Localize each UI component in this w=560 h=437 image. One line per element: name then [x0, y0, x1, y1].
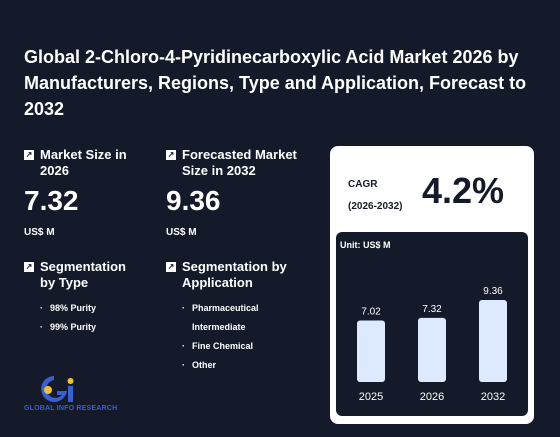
list-item: · 98% Purity: [40, 303, 97, 313]
list-item: · Other: [182, 360, 217, 370]
x-tick-label: 2026: [420, 391, 444, 403]
trend-arrow-icon: ↗: [166, 262, 176, 272]
bar-value-label: 7.32: [422, 304, 442, 315]
forecast-size-label: Forecasted Market Size in 2032: [182, 147, 297, 178]
bar-value-label: 7.02: [361, 307, 381, 318]
list-item: · Pharmaceutical Intermediate: [182, 303, 259, 332]
forecast-size-stat: ↗ Forecasted Market Size in 2032 9.36 US…: [166, 147, 312, 238]
bar-chart-svg: 7.02 2025 7.32 2026 9.36 2032: [357, 286, 507, 403]
bar-chart: Unit: US$ M 7.02 2025 7.32 2026 9.36 2032: [336, 232, 528, 416]
cagr-card: CAGR (2026-2032) 4.2% Unit: US$ M 7.02 20…: [330, 146, 534, 424]
x-tick-label: 2025: [359, 391, 383, 403]
trend-arrow-icon: ↗: [24, 150, 34, 160]
trend-arrow-icon: ↗: [166, 150, 176, 160]
list-item: · Fine Chemical: [182, 341, 254, 351]
segmentation-application: ↗ Segmentation by Application · Pharmaceu…: [166, 259, 292, 375]
logo-text: GLOBAL INFO RESEARCH: [24, 405, 118, 412]
segmentation-type: ↗ Segmentation by Type · 98% Purity · 99% …: [24, 259, 140, 337]
logo: GLOBAL INFO RESEARCH: [24, 372, 144, 418]
logo-mark-icon: [41, 376, 74, 402]
forecast-size-unit: US$ M: [166, 227, 197, 238]
market-size-label: Market Size in 2026: [40, 147, 127, 178]
trend-arrow-icon: ↗: [24, 262, 34, 272]
bar-2025: [357, 320, 385, 382]
segmentation-type-list: · 98% Purity · 99% Purity: [40, 299, 140, 337]
x-tick-label: 2032: [481, 391, 505, 403]
bar-2032: [479, 300, 507, 382]
cagr-value: 4.2%: [422, 170, 505, 211]
segmentation-type-label: Segmentation by Type: [40, 259, 126, 290]
segmentation-application-list: · Pharmaceutical Intermediate · Fine Chemi…: [182, 299, 282, 375]
page-title: Global 2-Chloro-4-Pyridinecarboxylic Aci…: [24, 47, 527, 119]
bar-value-label: 9.36: [483, 286, 503, 297]
list-item: · 99% Purity: [40, 322, 97, 332]
market-size-stat: ↗ Market Size in 2026 7.32 US$ M: [24, 147, 140, 238]
market-size-unit: US$ M: [24, 227, 55, 238]
forecast-size-value: 9.36: [166, 185, 221, 216]
bar-2026: [418, 317, 446, 382]
market-size-value: 7.32: [24, 185, 79, 216]
cagr-label: CAGR (2026-2032): [348, 179, 403, 212]
segmentation-application-label: Segmentation by Application: [182, 259, 287, 290]
chart-unit-label: Unit: US$ M: [340, 240, 391, 250]
